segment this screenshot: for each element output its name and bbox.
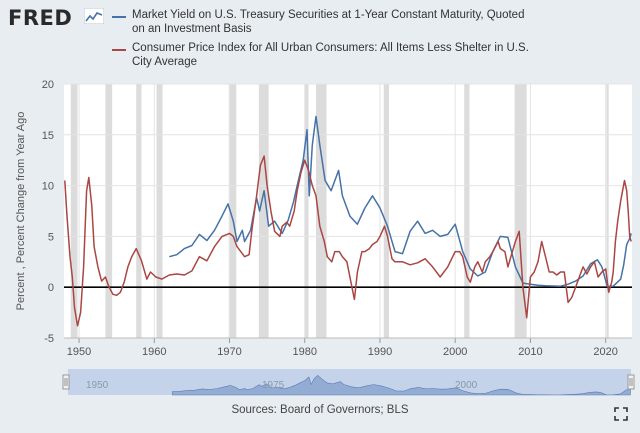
navigator-right-handle[interactable] bbox=[627, 374, 635, 390]
recession-band bbox=[464, 84, 470, 338]
x-tick-label: 1960 bbox=[142, 346, 166, 358]
recession-band bbox=[105, 84, 113, 338]
x-tick-label: 2010 bbox=[518, 346, 542, 358]
fred-logo[interactable]: FRED bbox=[8, 6, 73, 30]
x-tick-label: 2000 bbox=[443, 346, 467, 358]
x-tick-label: 2020 bbox=[593, 346, 617, 358]
y-tick-label: 20 bbox=[42, 79, 54, 91]
recession-band bbox=[156, 84, 163, 338]
recession-band bbox=[383, 84, 390, 338]
legend-item-cpi[interactable]: Consumer Price Index for All Urban Consu… bbox=[112, 41, 532, 69]
x-tick-label: 1950 bbox=[67, 346, 91, 358]
recession-band bbox=[606, 84, 609, 338]
navigator-tick-label: 1975 bbox=[262, 380, 285, 391]
recession-band bbox=[304, 84, 309, 338]
legend-label: Consumer Price Index for All Urban Consu… bbox=[132, 42, 529, 68]
navigator-series-area bbox=[172, 374, 631, 396]
navigator-left-handle[interactable] bbox=[62, 374, 70, 390]
legend-item-treasury-yield[interactable]: Market Yield on U.S. Treasury Securities… bbox=[112, 8, 532, 36]
y-tick-label: 0 bbox=[48, 282, 54, 294]
y-tick-label: -5 bbox=[44, 333, 54, 345]
navigator-tick-label: 2000 bbox=[455, 380, 478, 391]
y-tick-label: 10 bbox=[42, 181, 54, 193]
y-axis-title: Percent , Percent Change from Year Ago bbox=[15, 112, 27, 311]
legend-swatch-red bbox=[112, 49, 126, 51]
recession-band bbox=[316, 84, 327, 338]
line-chart: -5 0 5 10 15 20 1950 1960 1970 1980 1990 2000 2010 20… bbox=[15, 79, 632, 358]
recession-band bbox=[258, 84, 269, 338]
navigator-tick-label: 1950 bbox=[86, 380, 109, 391]
y-tick-label: 5 bbox=[48, 231, 54, 243]
fullscreen-icon[interactable] bbox=[614, 407, 628, 421]
header: FRED Market Yield on U.S. Treasury Secur… bbox=[0, 0, 640, 76]
x-tick-label: 1990 bbox=[368, 346, 392, 358]
x-tick-label: 1980 bbox=[292, 346, 316, 358]
range-navigator[interactable]: 1950 1975 2000 bbox=[0, 368, 640, 398]
recession-band bbox=[514, 84, 527, 338]
recession-band bbox=[228, 84, 237, 338]
series-line-cpi bbox=[64, 155, 632, 327]
x-tick-label: 1970 bbox=[217, 346, 241, 358]
recession-band bbox=[70, 84, 78, 338]
line-graph-icon bbox=[84, 8, 104, 24]
legend-swatch-blue bbox=[112, 16, 126, 18]
legend-label: Market Yield on U.S. Treasury Securities… bbox=[132, 9, 525, 35]
y-tick-label: 15 bbox=[42, 130, 54, 142]
recession-band bbox=[136, 84, 142, 338]
sources-note: Sources: Board of Governors; BLS bbox=[231, 404, 409, 416]
